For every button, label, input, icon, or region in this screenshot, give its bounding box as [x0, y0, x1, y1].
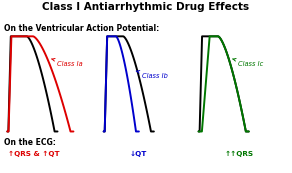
Text: Class Ib: Class Ib	[136, 71, 168, 79]
Text: ↓QT: ↓QT	[130, 151, 147, 157]
Text: On the ECG:: On the ECG:	[4, 138, 56, 147]
Text: Class I Antiarrhythmic Drug Effects: Class I Antiarrhythmic Drug Effects	[42, 2, 250, 12]
Text: On the Ventricular Action Potential:: On the Ventricular Action Potential:	[4, 24, 160, 33]
Text: Class Ia: Class Ia	[51, 58, 83, 67]
Text: ↑QRS & ↑QT: ↑QRS & ↑QT	[8, 151, 59, 157]
Text: Class Ic: Class Ic	[232, 58, 263, 67]
Text: ↑↑QRS: ↑↑QRS	[225, 151, 254, 157]
